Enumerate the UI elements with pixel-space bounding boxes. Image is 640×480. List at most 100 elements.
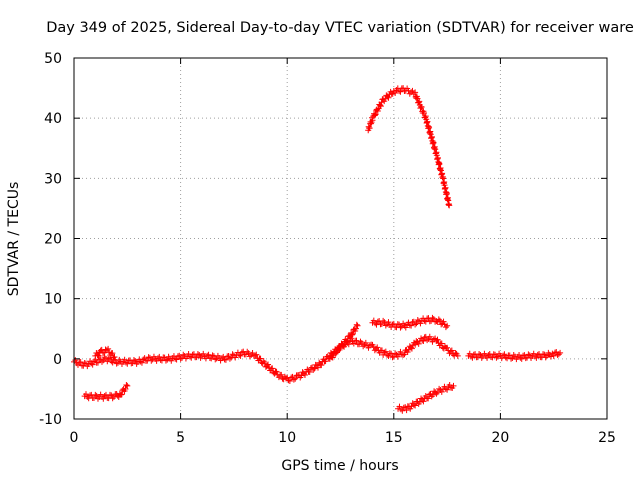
- x-tick-label: 15: [385, 430, 403, 446]
- data-point: [408, 345, 415, 352]
- data-point: [261, 360, 268, 367]
- data-point: [209, 352, 216, 359]
- series-trace-ramp: [326, 321, 361, 362]
- data-point: [374, 344, 381, 351]
- data-point: [145, 354, 152, 361]
- data-point: [438, 388, 445, 395]
- data-point: [444, 344, 451, 351]
- data-point: [408, 322, 415, 329]
- data-point: [405, 319, 412, 326]
- data-point: [232, 354, 239, 361]
- data-point: [377, 103, 384, 110]
- data-point: [444, 322, 451, 329]
- data-point: [516, 351, 523, 358]
- data-point: [177, 355, 184, 362]
- data-point: [385, 94, 392, 101]
- data-point: [418, 103, 425, 110]
- data-point: [415, 99, 422, 106]
- data-point: [450, 382, 457, 389]
- data-point: [244, 348, 251, 355]
- data-point: [550, 352, 557, 359]
- data-point: [318, 362, 325, 369]
- data-point: [82, 391, 89, 398]
- data-point: [396, 403, 403, 410]
- y-axis-ticks: -10 0 10 20 30 40 50: [39, 51, 607, 428]
- data-point: [401, 351, 408, 358]
- data-point: [196, 351, 203, 358]
- y-tick-label: 30: [44, 171, 62, 187]
- data-point: [508, 355, 515, 362]
- data-point: [394, 353, 401, 360]
- data-point: [100, 357, 107, 364]
- data-point: [102, 346, 109, 353]
- data-point: [400, 352, 407, 359]
- data-point: [249, 349, 256, 356]
- data-point: [525, 351, 532, 358]
- data-point: [435, 316, 442, 323]
- data-point: [132, 358, 139, 365]
- series-trace-low-rise: [395, 382, 457, 414]
- y-tick-label: 50: [44, 51, 62, 67]
- data-point: [348, 331, 355, 338]
- data-point: [273, 368, 280, 375]
- data-point: [377, 102, 384, 109]
- data-point: [417, 105, 424, 112]
- data-point: [134, 359, 141, 366]
- data-point: [493, 354, 500, 361]
- y-tick-label: -10: [39, 412, 62, 428]
- data-point: [123, 382, 130, 389]
- data-point: [448, 347, 455, 354]
- data-point: [544, 352, 551, 359]
- data-point: [410, 401, 417, 408]
- data-point: [220, 353, 227, 360]
- data-point: [509, 354, 516, 361]
- data-point: [205, 351, 212, 358]
- data-point: [81, 360, 88, 367]
- data-point: [173, 356, 180, 363]
- series-trace-low-early: [81, 382, 131, 402]
- series-trace-peak-arc: [365, 85, 453, 209]
- data-point: [93, 392, 100, 399]
- data-point: [518, 355, 525, 362]
- series-trace-late-flat: [465, 348, 564, 363]
- y-tick-label: 0: [53, 352, 62, 368]
- data-point: [540, 351, 547, 358]
- data-point: [402, 324, 409, 331]
- data-point: [105, 345, 112, 352]
- data-point: [380, 317, 387, 324]
- data-point: [246, 353, 253, 360]
- data-point: [140, 356, 147, 363]
- data-point: [362, 339, 369, 346]
- data-point: [350, 340, 357, 347]
- data-point: [340, 342, 347, 349]
- data-point: [353, 337, 360, 344]
- data-point: [86, 392, 93, 399]
- data-point: [444, 386, 451, 393]
- data-point: [429, 314, 436, 321]
- data-point: [109, 350, 116, 357]
- data-point: [446, 202, 453, 209]
- data-point: [285, 377, 292, 384]
- data-point: [269, 365, 276, 372]
- data-point: [484, 354, 491, 361]
- x-tick-label: 25: [598, 430, 616, 446]
- data-point: [253, 351, 260, 358]
- data-point: [414, 316, 421, 323]
- data-point: [438, 340, 445, 347]
- data-point: [148, 357, 155, 364]
- data-point: [111, 354, 118, 361]
- data-point: [349, 331, 356, 338]
- data-point: [396, 88, 403, 95]
- data-point: [425, 395, 432, 402]
- data-point: [356, 341, 363, 348]
- data-point: [226, 355, 233, 362]
- data-point: [194, 351, 201, 358]
- data-point: [378, 99, 385, 106]
- data-point: [72, 357, 79, 364]
- data-point: [412, 89, 419, 96]
- data-point: [333, 349, 340, 356]
- data-point: [399, 407, 406, 414]
- data-point: [417, 320, 424, 327]
- x-tick-label: 5: [176, 430, 185, 446]
